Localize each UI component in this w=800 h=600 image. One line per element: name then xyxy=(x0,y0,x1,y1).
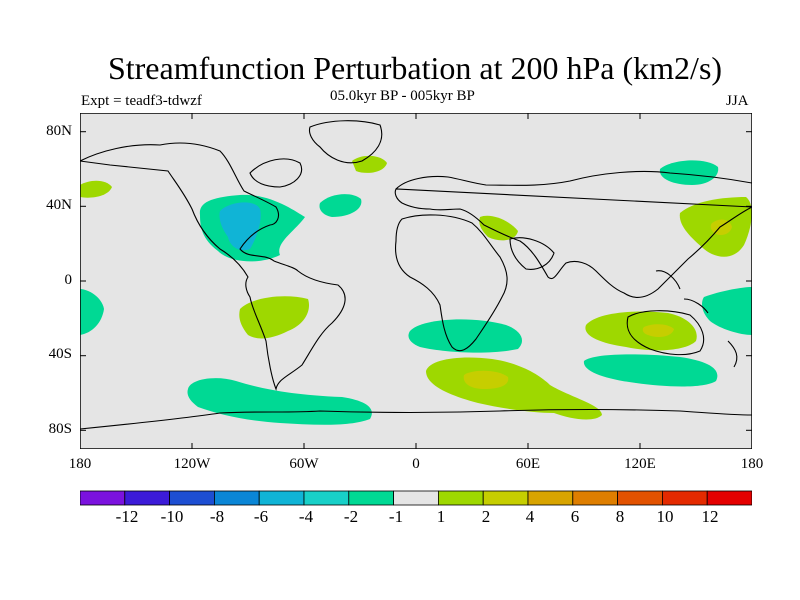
colorbar-box xyxy=(213,490,260,506)
x-tick-label: 60W xyxy=(289,456,319,472)
colorbar-box xyxy=(706,490,752,506)
season-label: JJA xyxy=(726,93,749,109)
colorbar-label: 12 xyxy=(701,507,719,526)
colorbar-box xyxy=(437,490,484,506)
axis-ticks xyxy=(80,113,752,449)
colorbar-label: -4 xyxy=(298,507,314,526)
coastlines xyxy=(80,120,752,430)
period-label: 05.0kyr BP - 005kyr BP xyxy=(330,88,475,104)
colorbar-label: -12 xyxy=(115,507,139,526)
map-plot xyxy=(80,113,752,449)
colorbar-box xyxy=(662,490,708,506)
colorbar-label: -10 xyxy=(160,507,184,526)
y-tick-label: 80N xyxy=(46,123,72,139)
colorbar-box xyxy=(393,490,439,506)
colorbar-label: -8 xyxy=(209,507,225,526)
y-tick-label: 40S xyxy=(48,346,72,362)
colorbar-label: -2 xyxy=(343,507,359,526)
colorbar-label: 6 xyxy=(570,507,580,526)
x-tick-label: 0 xyxy=(412,456,420,472)
x-tick-label: 180 xyxy=(68,456,92,472)
colorbar-box xyxy=(80,490,126,506)
colorbar-label: 4 xyxy=(525,507,535,526)
y-tick-label: 40N xyxy=(46,197,72,213)
colorbar-box xyxy=(348,490,394,506)
y-tick-label: 0 xyxy=(64,272,73,288)
colorbar xyxy=(80,490,752,506)
anomaly-shading xyxy=(80,155,752,425)
map-background xyxy=(80,113,752,449)
y-tick-label: 80S xyxy=(48,421,72,437)
colorbar-box xyxy=(303,490,350,506)
colorbar-box xyxy=(527,490,574,506)
colorbar-box xyxy=(617,490,663,506)
colorbar-label: -1 xyxy=(388,507,404,526)
x-tick-label: 120W xyxy=(173,456,211,472)
chart-title: Streamfunction Perturbation at 200 hPa (… xyxy=(107,50,723,86)
x-tick-label: 60E xyxy=(515,456,541,472)
colorbar-label: 1 xyxy=(436,507,446,526)
colorbar-label: 10 xyxy=(656,507,674,526)
colorbar-label: 2 xyxy=(481,507,491,526)
experiment-label: Expt = teadf3-tdwzf xyxy=(81,93,202,109)
colorbar-label: 8 xyxy=(615,507,625,526)
colorbar-box xyxy=(258,490,305,506)
colorbar-box xyxy=(572,490,618,506)
colorbar-box xyxy=(482,490,529,506)
colorbar-label: -6 xyxy=(253,507,269,526)
x-tick-label: 120E xyxy=(624,456,656,472)
colorbar-box xyxy=(169,490,215,506)
x-tick-label: 180 xyxy=(740,456,764,472)
colorbar-box xyxy=(124,490,170,506)
